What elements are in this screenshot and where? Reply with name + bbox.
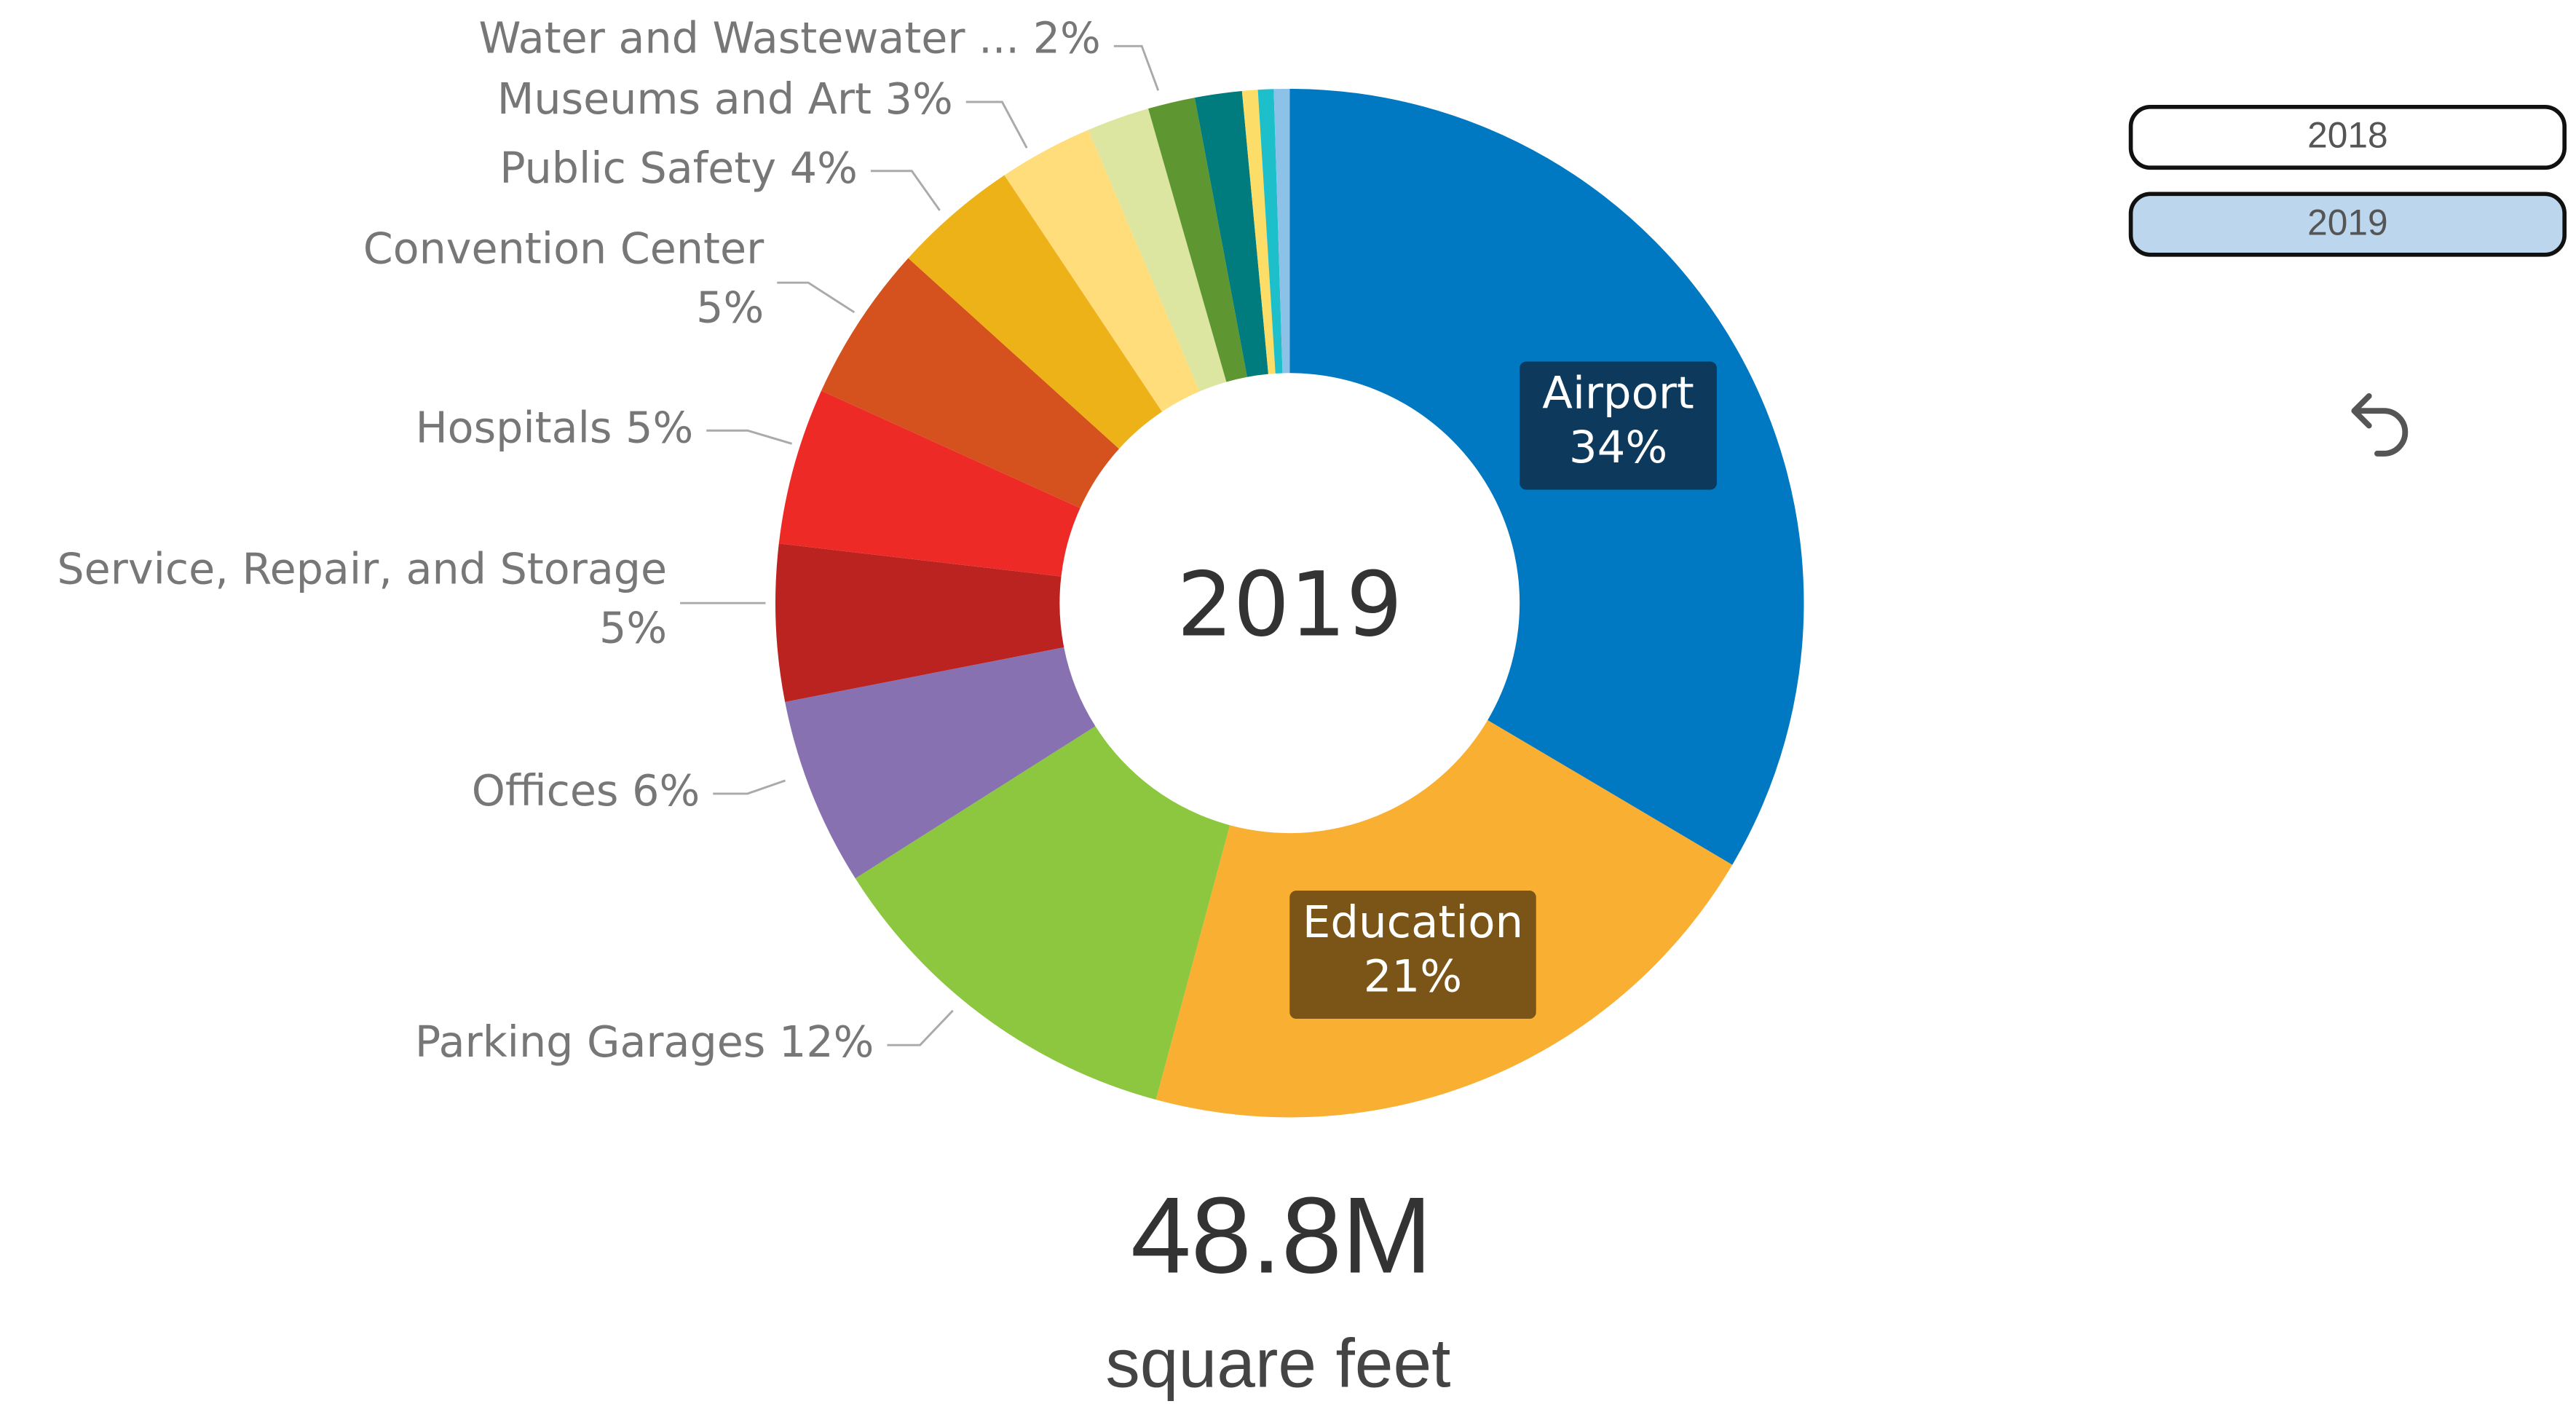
slicer-item[interactable]: 2018 <box>2128 104 2567 170</box>
data-label-name: Parking Garages <box>415 1017 765 1067</box>
donut-slice <box>821 258 1119 508</box>
data-label-value: 21% <box>1364 950 1462 1002</box>
data-label-value: 5% <box>696 283 764 333</box>
data-label-name: Offices <box>472 766 619 816</box>
data-label: Parking Garages 12% <box>415 1017 874 1067</box>
data-label-value: 34% <box>1569 422 1667 473</box>
leader-line <box>777 281 856 314</box>
data-label-name: Service, Repair, and Storage <box>57 544 667 593</box>
data-label-value: 5% <box>599 604 667 653</box>
donut-slice <box>785 647 1096 879</box>
donut-slice <box>1088 109 1227 392</box>
data-label-name: Public Safety <box>499 143 776 193</box>
undo-icon <box>2351 392 2409 457</box>
donut-slice <box>1257 89 1283 374</box>
donut-slice <box>908 175 1163 449</box>
data-label-name: Hospitals <box>416 403 612 452</box>
leader-line <box>965 100 1028 149</box>
donut-slice <box>1004 130 1200 412</box>
data-label-value: 4% <box>790 143 858 193</box>
leader-line <box>706 429 792 445</box>
data-label-name: Water and Wastewater ... <box>478 14 1019 63</box>
leader-line <box>887 1009 954 1046</box>
slicer-label: 2018 <box>2307 115 2387 156</box>
donut-slice <box>1241 90 1276 374</box>
data-label-box <box>1520 361 1717 490</box>
center-label: 2019 <box>1177 553 1402 657</box>
total-value: 48.8M <box>1131 1175 1432 1296</box>
slicer-label: 2019 <box>2307 202 2387 242</box>
leader-line <box>870 170 941 211</box>
data-label-value: 5% <box>625 403 693 452</box>
donut-slice <box>778 390 1080 577</box>
donut-slice <box>775 543 1064 702</box>
data-label-name: Airport <box>1542 367 1694 419</box>
data-label: Water and Wastewater ... 2% <box>478 14 1100 63</box>
data-label-name: Convention Center <box>363 224 764 273</box>
data-label: Public Safety 4% <box>499 143 858 193</box>
slicer-box <box>2128 104 2567 170</box>
total-caption: square feet <box>1105 1325 1450 1403</box>
donut-slice <box>855 726 1230 1100</box>
slicer-item[interactable]: 2019 <box>2128 192 2567 257</box>
data-label: Museums and Art 3% <box>497 74 953 124</box>
data-label-value: 6% <box>632 766 700 816</box>
donut-slice <box>1273 88 1290 374</box>
data-label: Offices 6% <box>472 766 700 816</box>
slicer-box <box>2128 192 2567 257</box>
data-label-name: Museums and Art <box>497 74 872 124</box>
reset-button[interactable] <box>2351 392 2409 457</box>
donut-slice <box>1194 90 1268 377</box>
donut-slice <box>1148 98 1247 382</box>
data-label-value: 2% <box>1033 14 1101 63</box>
leader-line <box>713 779 786 795</box>
data-label: Hospitals 5% <box>416 403 694 452</box>
data-label-name: Education <box>1303 896 1523 948</box>
leader-line <box>1113 44 1160 91</box>
data-label-value: 12% <box>779 1017 874 1067</box>
data-label-value: 3% <box>885 74 953 124</box>
data-label-box <box>1289 891 1536 1019</box>
